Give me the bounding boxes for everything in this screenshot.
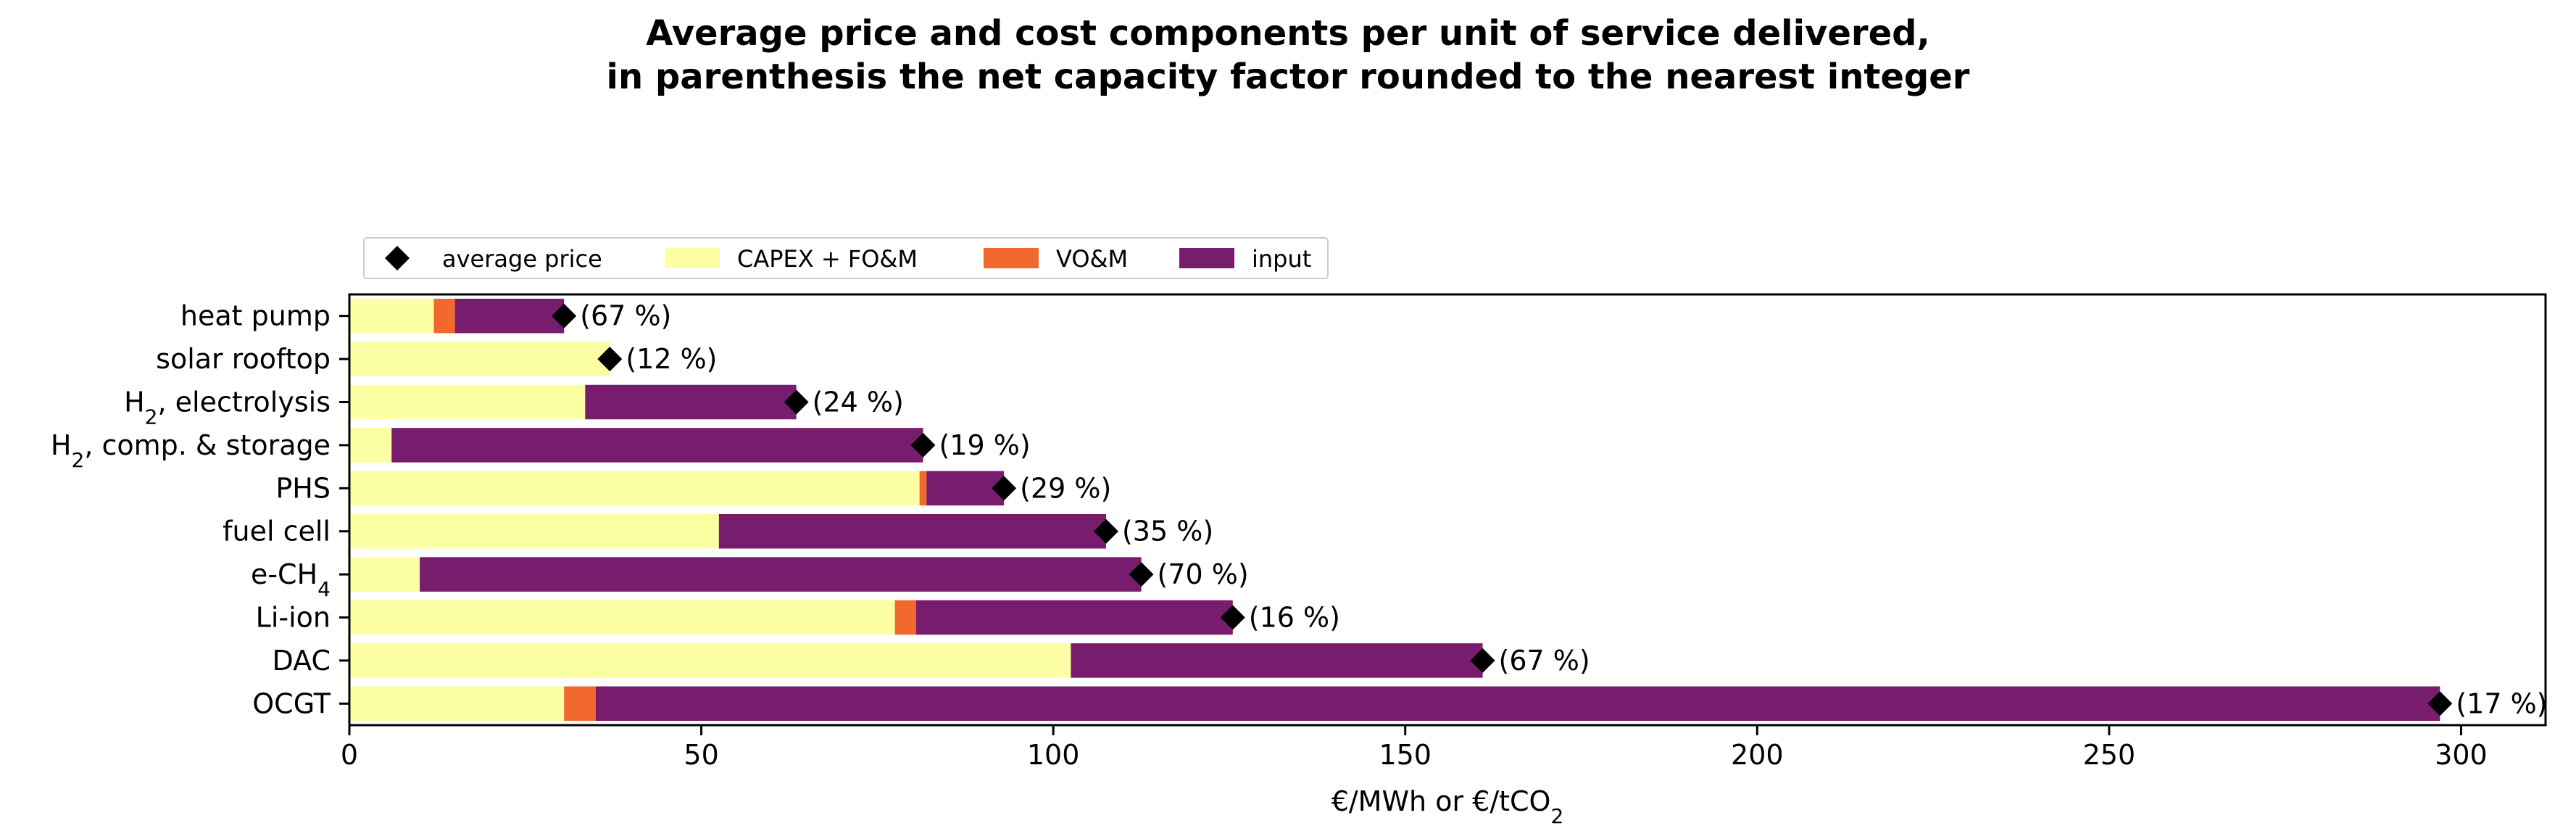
capacity-factor-labels: (67 %) (12 %) (24 %) (19 %) (29 %) (35 %) (70 … [580,300,2547,720]
bar-input-5 [718,513,1106,549]
bar-vo-m-7 [894,600,916,635]
legend-frame [363,237,1329,279]
legend-average-price-label: average price [442,245,602,273]
bar-vo-m-4 [919,471,927,506]
bar-capex-fo-m-0 [349,298,434,334]
bar-capex-fo-m-4 [349,471,920,506]
capacity-factor-label-6: (70 %) [1158,558,1249,590]
capacity-factor-label-9: (17 %) [2456,687,2547,719]
x-tick-label-4: 200 [1731,739,1784,771]
category-label-8: DAC [273,645,331,677]
x-tick-label-5: 250 [2083,739,2136,771]
x-tick-label-1: 50 [684,739,718,771]
bar-input-0 [454,298,565,334]
bar-capex-fo-m-6 [349,557,420,592]
legend-label-1: VO&M [1056,245,1128,273]
plot-frame [348,293,2547,727]
x-tick-label-0: 0 [341,739,358,771]
category-label-0: heat pump [180,300,331,332]
category-label-4: PHS [275,472,331,504]
capacity-factor-label-4: (29 %) [1020,472,1111,504]
bar-vo-m-9 [564,686,596,722]
x-tick-label-2: 100 [1027,739,1080,771]
category-label-1: solar rooftop [156,343,331,375]
average-price-marker-9 [2427,691,2453,716]
bar-capex-fo-m-3 [349,428,392,463]
average-price-markers [552,303,2453,716]
category-label-9: OCGT [252,687,331,719]
x-tick-label-3: 150 [1379,739,1432,771]
bar-input-6 [420,557,1142,592]
bar-capex-fo-m-9 [349,686,565,722]
bar-input-8 [1071,643,1483,678]
bar-input-3 [391,428,923,463]
bar-input-9 [595,686,2440,722]
capacity-factor-label-5: (35 %) [1122,516,1213,547]
average-price-marker-6 [1129,562,1154,587]
average-price-marker-5 [1093,518,1118,544]
axes: 0 50 100 150 200 250 300 €/MWh or €/tCO2 heat pu… [51,293,2547,828]
legend-label-2: input [1252,245,1311,273]
average-price-marker-0 [552,303,577,328]
legend-label-0: CAPEX + FO&M [737,245,918,273]
average-price-marker-7 [1220,605,1245,630]
average-price-marker-1 [597,347,623,372]
capacity-factor-label-7: (16 %) [1249,602,1340,634]
legend-swatch-2 [1179,248,1234,268]
capacity-factor-label-1: (12 %) [626,343,717,375]
capacity-factor-label-0: (67 %) [580,300,671,332]
capacity-factor-label-3: (19 %) [939,429,1030,461]
average-price-marker-8 [1470,648,1495,673]
chart-title: Average price and cost components per un… [606,13,1970,97]
legend: average price CAPEX + FO&M VO&M input [363,237,1329,279]
average-price-marker-3 [910,432,936,458]
bar-input-7 [915,600,1233,635]
bar-capex-fo-m-2 [349,384,586,420]
category-label-7: Li-ion [256,602,331,634]
legend-swatch-1 [984,248,1039,268]
legend-swatch-0 [665,248,720,268]
category-label-3: H2, comp. & storage [51,429,331,472]
bar-capex-fo-m-8 [349,643,1071,678]
bar-input-2 [585,384,797,420]
bar-vo-m-0 [433,298,455,334]
average-price-marker-4 [992,476,1017,501]
category-label-5: fuel cell [223,516,331,547]
legend-average-price-symbol [385,246,410,270]
bars [349,298,2440,722]
bar-input-4 [926,471,1005,506]
x-tick-label-6: 300 [2435,739,2488,771]
x-axis-label: €/MWh or €/tCO2 [1331,785,1564,828]
capacity-factor-label-2: (24 %) [813,387,904,418]
capacity-factor-label-8: (67 %) [1499,645,1590,677]
average-price-marker-2 [784,389,809,415]
bar-capex-fo-m-5 [349,513,719,549]
category-label-6: e-CH4 [251,558,331,601]
bar-capex-fo-m-7 [349,600,895,635]
bar-capex-fo-m-1 [349,342,610,376]
category-label-2: H2, electrolysis [124,387,331,429]
